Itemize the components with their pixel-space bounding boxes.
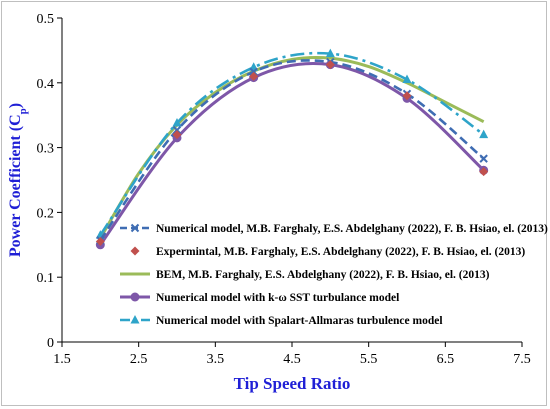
series-2 xyxy=(99,55,485,240)
series-line xyxy=(99,61,485,246)
series-line xyxy=(99,55,485,240)
x-tick-label: 7.5 xyxy=(513,352,531,367)
series-3 xyxy=(95,60,489,250)
series-marker xyxy=(402,74,412,84)
x-tick-label: 4.5 xyxy=(283,352,301,367)
legend-label: Expermintal, M.B. Farghaly, E.S. Abdelgh… xyxy=(156,246,525,258)
x-tick-label: 2.5 xyxy=(130,352,148,367)
legend-label: Numerical model with Spalart-Allmaras tu… xyxy=(156,315,443,327)
legend-swatch-marker xyxy=(130,246,140,256)
x-tick-label: 5.5 xyxy=(360,352,378,367)
y-tick-label: 0.4 xyxy=(37,77,55,92)
y-axis-title-main: Power Coefficient (C xyxy=(7,114,24,257)
x-axis-title: Tip Speed Ratio xyxy=(234,374,351,393)
series-layer xyxy=(95,48,489,250)
series-marker xyxy=(249,71,259,81)
series-line xyxy=(99,51,485,236)
series-marker-stroke xyxy=(479,154,488,163)
series-marker-stroke xyxy=(172,125,182,135)
y-axis-title-close: ) xyxy=(7,103,24,108)
y-tick-label: 0.5 xyxy=(37,12,55,27)
series-marker xyxy=(479,167,489,177)
series-marker-stroke xyxy=(249,67,258,76)
legend-label: Numerical model, M.B. Farghaly, E.S. Abd… xyxy=(156,223,548,235)
y-tick-label: 0.1 xyxy=(37,271,55,286)
legend-swatch-marker xyxy=(130,223,140,233)
series-marker xyxy=(402,91,412,101)
series-marker xyxy=(325,60,335,70)
x-tick-label: 3.5 xyxy=(207,352,225,367)
series-marker xyxy=(172,130,182,140)
series-marker xyxy=(479,129,489,139)
axes: 0 0.1 0.2 0.3 0.4 0.5 1.5 2.5 3.5 4.5 5.5 6.5 7.5 xyxy=(37,12,531,367)
series-marker xyxy=(249,67,258,76)
legend-item-2: BEM, M.B. Farghaly, E.S. Abdelghany (202… xyxy=(120,269,490,281)
legend-swatch-marker-stroke xyxy=(130,223,140,233)
series-marker xyxy=(172,117,182,127)
series-line xyxy=(99,59,485,242)
legend-item-3: Numerical model with k-ω SST turbulance … xyxy=(120,292,399,304)
y-tick-label: 0.2 xyxy=(37,206,55,221)
series-marker xyxy=(479,154,488,163)
series-marker xyxy=(172,125,182,135)
series-1 xyxy=(95,60,489,247)
series-marker xyxy=(95,237,105,247)
y-tick-label: 0 xyxy=(47,336,54,351)
legend-item-1: Expermintal, M.B. Farghaly, E.S. Abdelgh… xyxy=(130,246,525,258)
legend-item-4: Numerical model with Spalart-Allmaras tu… xyxy=(120,315,443,327)
legend-swatch-marker xyxy=(130,292,140,302)
y-axis-title-sub: p xyxy=(17,108,29,114)
legend-label: Numerical model with k-ω SST turbulance … xyxy=(156,292,399,304)
legend-label: BEM, M.B. Farghaly, E.S. Abdelghany (202… xyxy=(156,269,490,281)
series-4 xyxy=(95,48,489,239)
x-tick-label: 6.5 xyxy=(437,352,455,367)
legend-swatch-marker xyxy=(130,315,140,324)
legend: Numerical model, M.B. Farghaly, E.S. Abd… xyxy=(120,223,548,327)
series-marker xyxy=(325,48,335,58)
legend-item-0: Numerical model, M.B. Farghaly, E.S. Abd… xyxy=(120,223,548,235)
y-axis-title: Power Coefficient (Cp) xyxy=(7,103,29,257)
y-tick-label: 0.3 xyxy=(37,142,55,157)
x-tick-label: 1.5 xyxy=(53,352,71,367)
